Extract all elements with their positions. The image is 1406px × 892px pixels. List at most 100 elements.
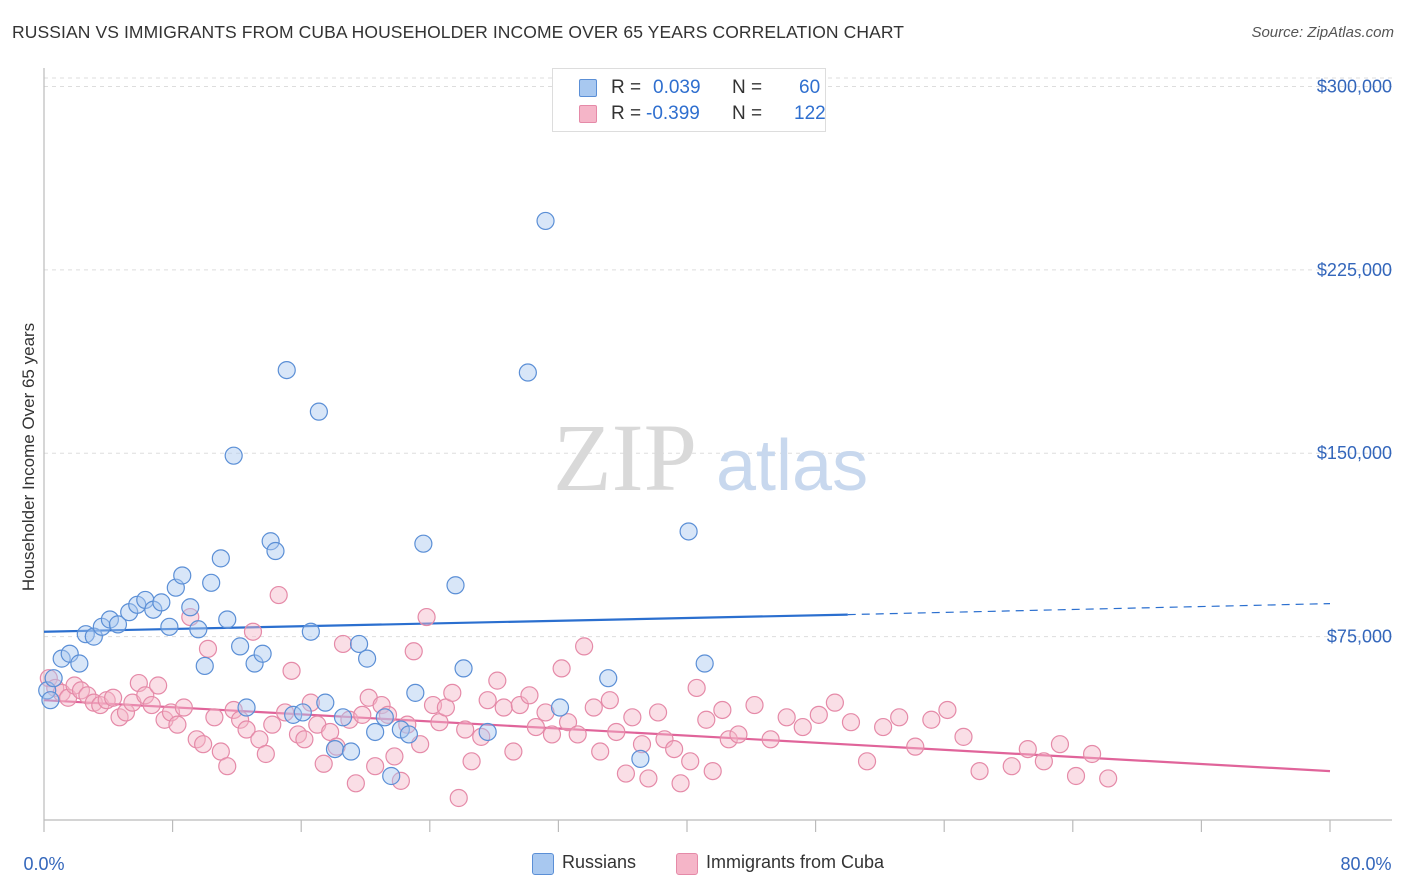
cuba-point bbox=[648, 703, 668, 722]
cuba-point bbox=[391, 771, 410, 790]
russians-point bbox=[349, 634, 369, 654]
cuba-point bbox=[623, 708, 642, 727]
russians-point bbox=[358, 649, 377, 668]
cuba-point bbox=[526, 717, 545, 737]
cuba-legend-label: Immigrants from Cuba bbox=[706, 852, 885, 872]
cuba-point bbox=[841, 713, 861, 732]
cuba-point bbox=[825, 693, 844, 712]
russians-trend-extension bbox=[847, 603, 1331, 616]
cuba-point bbox=[417, 607, 436, 627]
cuba-point bbox=[149, 676, 168, 695]
russians-point bbox=[536, 211, 555, 231]
russians-point bbox=[237, 698, 256, 717]
cuba-point bbox=[703, 761, 722, 781]
cuba-point bbox=[591, 742, 610, 761]
cuba-point bbox=[104, 688, 123, 707]
cuba-point bbox=[681, 752, 700, 771]
russians-point bbox=[44, 669, 63, 688]
cuba-point bbox=[713, 700, 732, 720]
cuba-point bbox=[198, 639, 218, 658]
russians-point bbox=[181, 598, 200, 617]
cuba-swatch bbox=[579, 105, 597, 123]
cuba-point bbox=[600, 691, 619, 710]
cuba-point bbox=[874, 717, 893, 737]
cuba-point bbox=[263, 715, 282, 734]
russians-point bbox=[60, 644, 79, 663]
cuba-point bbox=[558, 713, 578, 732]
cuba-point bbox=[353, 705, 372, 724]
cuba-point bbox=[142, 695, 161, 715]
cuba-point bbox=[449, 788, 468, 808]
cuba-point bbox=[488, 671, 507, 690]
y-tick-labels: $75,000 $150,000 $225,000 $300,000 bbox=[1317, 76, 1392, 646]
cuba-point bbox=[456, 720, 475, 739]
russians-point bbox=[454, 659, 473, 678]
russians-point bbox=[218, 610, 237, 629]
cuba-point bbox=[116, 703, 136, 722]
cuba-point bbox=[922, 710, 941, 729]
cuba-point bbox=[462, 752, 481, 771]
watermark-atlas: atlas bbox=[716, 426, 868, 506]
cuba-trend-line bbox=[43, 699, 1331, 773]
russians-point bbox=[70, 654, 89, 673]
russians-point bbox=[366, 722, 385, 742]
russians-point bbox=[173, 566, 192, 585]
russians-point bbox=[231, 637, 250, 656]
russians-point bbox=[333, 708, 353, 727]
russians-point bbox=[375, 708, 394, 727]
cuba-point bbox=[520, 686, 539, 705]
russians-point bbox=[301, 622, 320, 641]
russians-point bbox=[316, 693, 335, 712]
russians-point bbox=[399, 725, 419, 744]
cuba-point bbox=[136, 686, 155, 705]
russians-point bbox=[406, 683, 425, 702]
cuba-point bbox=[295, 730, 314, 749]
y-tick-label: $225,000 bbox=[1317, 260, 1392, 280]
cuba-point bbox=[346, 774, 365, 793]
russians-point bbox=[41, 691, 60, 710]
data-points bbox=[38, 211, 1118, 808]
cuba-point bbox=[575, 637, 594, 656]
cuba-point bbox=[205, 708, 224, 727]
cuba-point bbox=[697, 710, 716, 729]
trend-lines bbox=[43, 603, 1331, 773]
cuba-point bbox=[729, 725, 748, 744]
cuba-point bbox=[616, 764, 636, 783]
cuba-point bbox=[78, 686, 97, 705]
x-tick-label-max: 80.0% bbox=[1340, 854, 1391, 874]
cuba-point bbox=[366, 757, 385, 776]
russians-point bbox=[518, 363, 537, 382]
russians-point bbox=[261, 532, 280, 551]
cuba-point bbox=[906, 737, 925, 756]
russians-point bbox=[446, 576, 465, 595]
y-tick-label: $300,000 bbox=[1317, 76, 1392, 96]
legend-r-label: R = bbox=[611, 77, 642, 98]
cuba-point bbox=[314, 754, 333, 773]
cuba-point bbox=[174, 698, 193, 717]
russians-point bbox=[293, 703, 312, 722]
cuba-point bbox=[671, 774, 690, 793]
russians-swatch bbox=[579, 79, 597, 97]
cuba-point bbox=[890, 708, 909, 727]
cuba-point bbox=[1082, 744, 1102, 764]
russians-point bbox=[224, 446, 243, 465]
russians-point bbox=[478, 722, 497, 742]
x-tick-label-min: 0.0% bbox=[23, 854, 64, 874]
russians-point bbox=[382, 766, 401, 786]
russians-point bbox=[160, 617, 179, 636]
cuba-point bbox=[745, 695, 764, 715]
legend-n-value: 60 bbox=[799, 77, 821, 98]
russians-point bbox=[679, 522, 698, 541]
cuba-point bbox=[333, 634, 353, 654]
legend-r-value: -0.399 bbox=[646, 103, 700, 124]
cuba-point bbox=[443, 683, 462, 702]
russians-point bbox=[253, 644, 272, 663]
russians-point bbox=[341, 742, 361, 761]
cuba-point bbox=[552, 659, 571, 678]
gridlines bbox=[44, 77, 1392, 638]
cuba-point bbox=[938, 700, 957, 720]
cuba-legend-swatch bbox=[676, 853, 698, 875]
cuba-point bbox=[404, 642, 423, 661]
russians-point bbox=[309, 402, 328, 421]
